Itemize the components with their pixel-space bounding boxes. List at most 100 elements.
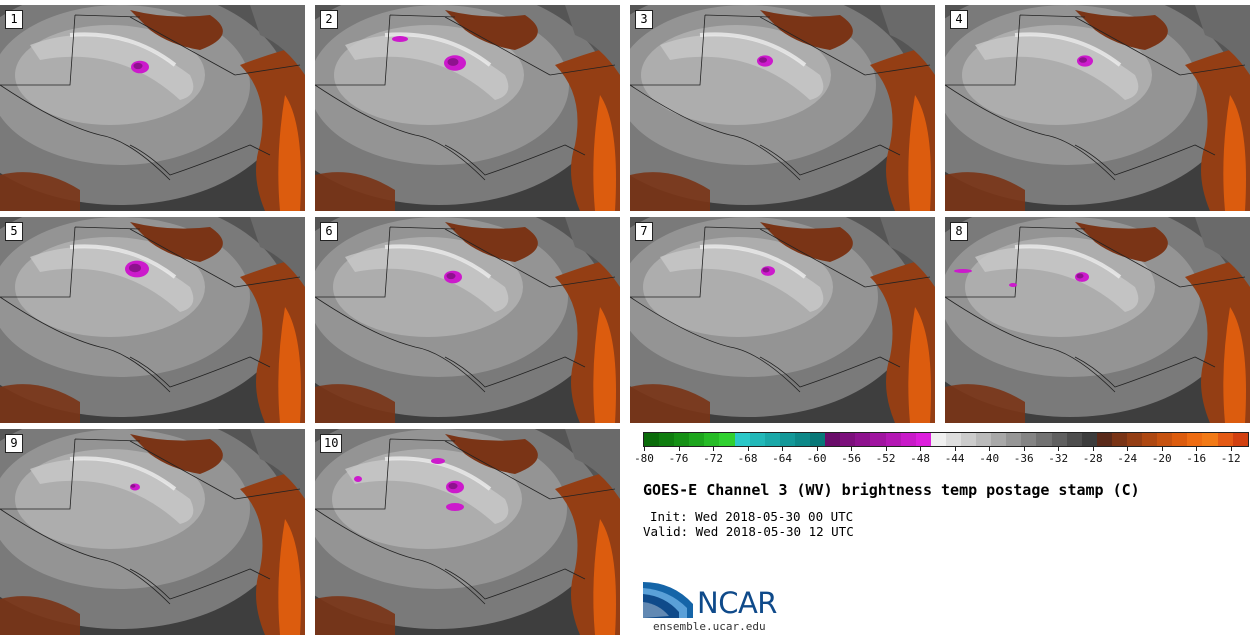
ensemble-panel: 6 bbox=[315, 217, 620, 423]
wv-map-4 bbox=[945, 5, 1250, 211]
colorbar-tick-label: -24 bbox=[1117, 452, 1138, 465]
colorbar-segment bbox=[840, 433, 856, 446]
ncar-logo-icon bbox=[643, 582, 693, 618]
colorbar-segment bbox=[1217, 433, 1233, 446]
colorbar-segment bbox=[1081, 433, 1097, 446]
colorbar-segment bbox=[885, 433, 901, 446]
panel-label: 9 bbox=[5, 434, 23, 453]
colorbar-tick-label: -44 bbox=[944, 452, 965, 465]
wv-map-10 bbox=[315, 429, 620, 635]
colorbar-segment bbox=[915, 433, 931, 446]
ensemble-panel: 3 bbox=[630, 5, 935, 211]
panel-label: 7 bbox=[635, 222, 653, 241]
colorbar-tick bbox=[678, 446, 680, 451]
panel-label: 5 bbox=[5, 222, 23, 241]
colorbar-tick-label: -48 bbox=[910, 452, 931, 465]
colorbar-segment bbox=[1172, 433, 1188, 446]
colorbar-tick bbox=[1092, 446, 1094, 451]
colorbar-segment bbox=[870, 433, 886, 446]
colorbar-tick-label: -72 bbox=[703, 452, 723, 465]
colorbar-segment bbox=[900, 433, 916, 446]
colorbar-segment bbox=[1066, 433, 1082, 446]
init-time: Init: Wed 2018-05-30 00 UTC bbox=[650, 509, 854, 524]
ensemble-panel: 2 bbox=[315, 5, 620, 211]
colorbar-tick bbox=[1127, 446, 1129, 451]
colorbar-segment bbox=[945, 433, 961, 446]
colorbar-segment bbox=[1142, 433, 1158, 446]
colorbar-tick bbox=[1230, 446, 1232, 451]
colorbar-tick bbox=[713, 446, 715, 451]
wv-map-3 bbox=[630, 5, 935, 211]
colorbar-segment bbox=[1006, 433, 1022, 446]
ncar-logo-text: NCAR bbox=[697, 586, 777, 620]
panel-label: 3 bbox=[635, 10, 653, 29]
panel-label: 6 bbox=[320, 222, 338, 241]
colorbar-segment bbox=[930, 433, 946, 446]
wv-map-1 bbox=[0, 5, 305, 211]
panel-label: 1 bbox=[5, 10, 23, 29]
colorbar-segment bbox=[1021, 433, 1037, 446]
colorbar-segment bbox=[1157, 433, 1173, 446]
colorbar-segment bbox=[734, 433, 750, 446]
colorbar-tick-label: -60 bbox=[806, 452, 827, 465]
panel-label: 2 bbox=[320, 10, 338, 29]
wv-map-7 bbox=[630, 217, 935, 423]
colorbar-tick bbox=[1058, 446, 1060, 451]
colorbar-tick bbox=[644, 446, 645, 451]
colorbar-tick-label: -68 bbox=[737, 452, 758, 465]
colorbar-tick-label: -28 bbox=[1082, 452, 1103, 465]
panel-label: 8 bbox=[950, 222, 968, 241]
colorbar-segment bbox=[810, 433, 826, 446]
ensemble-panel: 4 bbox=[945, 5, 1250, 211]
colorbar-tick-label: -56 bbox=[841, 452, 862, 465]
colorbar-tick-label: -36 bbox=[1013, 452, 1034, 465]
colorbar-tick-label: -12 bbox=[1220, 452, 1241, 465]
colorbar-tick bbox=[954, 446, 956, 451]
colorbar-segment bbox=[794, 433, 811, 446]
colorbar-segment bbox=[764, 433, 780, 446]
wv-map-8 bbox=[945, 217, 1250, 423]
colorbar-segment bbox=[825, 433, 841, 446]
panel-label: 4 bbox=[950, 10, 968, 29]
colorbar-tick-label: -80 bbox=[634, 452, 654, 465]
colorbar-tick bbox=[747, 446, 749, 451]
colorbar-segment bbox=[960, 433, 977, 446]
colorbar-segment bbox=[644, 433, 660, 446]
colorbar-tick-label: -76 bbox=[668, 452, 689, 465]
figure-title: GOES-E Channel 3 (WV) brightness temp po… bbox=[643, 481, 1140, 499]
ensemble-panel: 8 bbox=[945, 217, 1250, 423]
colorbar-tick bbox=[1196, 446, 1198, 451]
colorbar-segment bbox=[1187, 433, 1203, 446]
colorbar-tick bbox=[1161, 446, 1163, 451]
colorbar-segment bbox=[689, 433, 705, 446]
colorbar-ticks: -80 -76 -72 -68 -64 -60 -56 -52 -48 -44 -40 -36 -32-… bbox=[634, 446, 1249, 470]
ensemble-panel: 5 bbox=[0, 217, 305, 423]
ensemble-panel: 10 bbox=[315, 429, 620, 635]
colorbar-tick bbox=[851, 446, 853, 451]
colorbar-segment bbox=[1051, 433, 1067, 446]
ensemble-panel: 7 bbox=[630, 217, 935, 423]
colorbar-segment bbox=[779, 433, 795, 446]
colorbar-tick bbox=[989, 446, 991, 451]
colorbar-tick-label: -64 bbox=[772, 452, 792, 465]
colorbar-tick bbox=[782, 446, 784, 451]
ensemble-panel: 9 bbox=[0, 429, 305, 635]
wv-map-6 bbox=[315, 217, 620, 423]
ensemble-panel: 1 bbox=[0, 5, 305, 211]
colorbar-segment bbox=[1111, 433, 1127, 446]
colorbar-segment bbox=[719, 433, 735, 446]
colorbar-segment bbox=[855, 433, 871, 446]
colorbar-tick-label: -40 bbox=[979, 452, 1000, 465]
colorbar-segment bbox=[749, 433, 765, 446]
colorbar-segment bbox=[704, 433, 720, 446]
colorbar-segment bbox=[1232, 433, 1248, 446]
colorbar-segment bbox=[659, 433, 675, 446]
wv-map-5 bbox=[0, 217, 305, 423]
colorbar-segment bbox=[1127, 433, 1143, 446]
colorbar-segment bbox=[991, 433, 1007, 446]
colorbar-tick-label: -52 bbox=[875, 452, 896, 465]
panel-label: 10 bbox=[320, 434, 343, 453]
colorbar-tick bbox=[816, 446, 818, 451]
colorbar-segment bbox=[1036, 433, 1052, 446]
site-url: ensemble.ucar.edu bbox=[653, 620, 766, 633]
